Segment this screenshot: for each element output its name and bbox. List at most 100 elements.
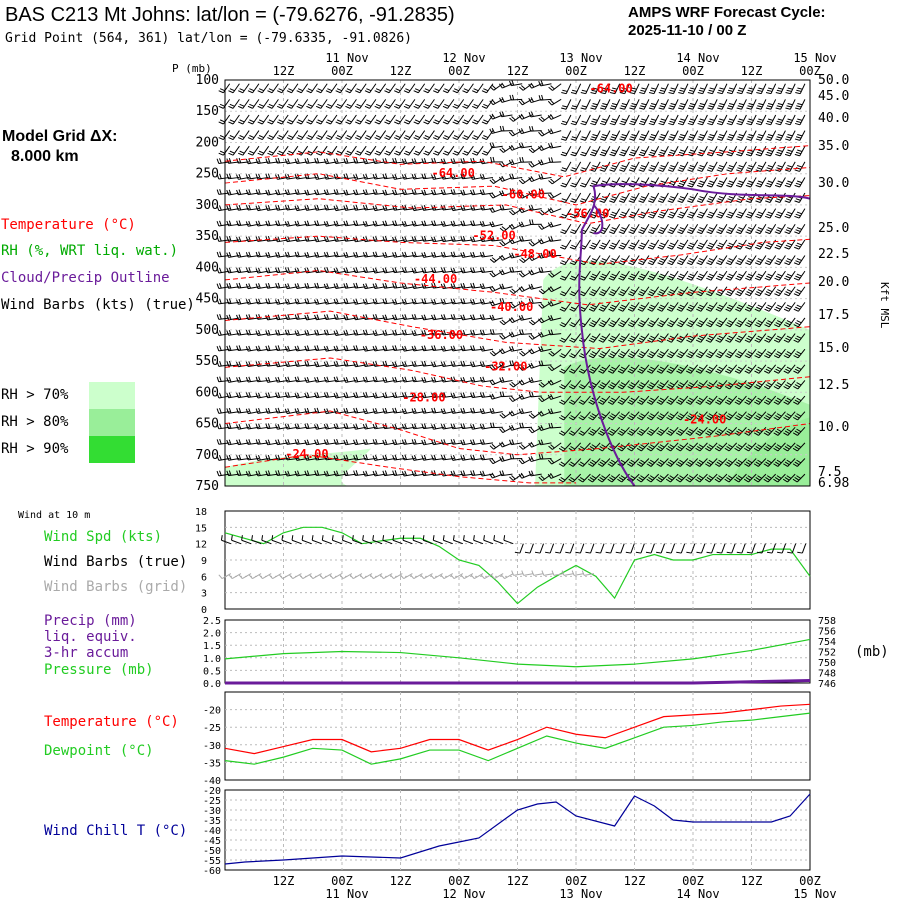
wind-barb-staff: [476, 145, 484, 156]
wind-barb-flag: [385, 119, 391, 123]
wind-barb-flag: [611, 118, 618, 121]
wind-barb-staff: [584, 130, 591, 141]
wind-barb: [306, 145, 318, 156]
wind-barb-staff: [540, 98, 552, 101]
wind-barb-flag: [355, 105, 361, 109]
wind-barb-flag: [660, 102, 666, 106]
height-tick: 15.0: [818, 341, 849, 356]
wind-barb-flag: [219, 119, 226, 123]
wind-barb-flag: [297, 135, 304, 139]
pressure-label: Pressure (mb): [44, 662, 154, 678]
wind-barb: [658, 130, 669, 141]
wind-barb-flag: [218, 205, 222, 211]
wind-barb-flag: [316, 152, 322, 156]
wind-barb-flag: [688, 136, 694, 139]
wind-barb-flag: [355, 90, 361, 94]
wind-barb-flag: [716, 122, 723, 126]
wind-barb-flag: [601, 105, 607, 108]
wind-barb-staff: [741, 99, 747, 110]
wind-barb: [736, 83, 747, 95]
wind-barb-flag: [316, 105, 322, 109]
pressure-tick: 350: [196, 229, 219, 244]
wind-barb-flag: [530, 82, 535, 88]
wind-barb-staff: [760, 99, 767, 110]
wind-barb-flag: [444, 88, 450, 92]
wind-barb-staff: [512, 114, 523, 122]
wind-barb-flag: [609, 138, 615, 141]
wind-barb: [570, 114, 582, 126]
wind-barb-flag: [257, 121, 263, 125]
wind-barb: [257, 130, 270, 141]
wind-barb-flag: [434, 88, 440, 92]
wind-barb: [296, 99, 309, 109]
wind-barb-flag: [748, 102, 754, 106]
wind-barb-flag: [757, 89, 763, 92]
wind-barb-flag: [699, 102, 705, 106]
wind-barb-staff: [503, 145, 513, 153]
wind-barb-flag: [219, 361, 222, 367]
wind-barb: [561, 99, 572, 110]
wind-barb-flag: [219, 88, 226, 92]
wind-barb-flag: [472, 137, 478, 141]
wind-barb-staff: [653, 130, 660, 141]
wind-barb-flag: [472, 152, 478, 156]
wind-barb: [257, 83, 270, 94]
wind-barb-flag: [423, 121, 429, 125]
wind-barb-flag: [228, 90, 234, 94]
wind-barb-flag: [630, 89, 636, 92]
wind-barb-flag: [509, 80, 512, 86]
wind-barb: [228, 114, 240, 125]
wind-barb-staff: [369, 99, 377, 109]
wind-barb-staff: [476, 83, 484, 94]
wind-barb-staff: [486, 99, 494, 109]
wind-barb-flag: [709, 118, 715, 121]
wind-barb-flag: [249, 119, 255, 123]
wind-barb-flag: [688, 105, 695, 108]
cycle-date: 2025-11-10 / 00 Z: [628, 22, 747, 39]
wind-barb-flag: [571, 136, 577, 139]
wind-barb-staff: [330, 83, 338, 94]
wind-barb-staff: [780, 83, 786, 94]
wind-barb-flag: [639, 107, 645, 110]
wind-barb-flag: [219, 314, 222, 320]
wind-barb-flag: [621, 134, 627, 137]
wind-barb-flag: [424, 88, 430, 92]
wind-barb-flag: [286, 137, 292, 141]
wind-barb: [736, 114, 747, 126]
wind-barb: [218, 114, 231, 125]
wind-barb-flag: [395, 119, 401, 123]
wind-barb-flag: [374, 121, 380, 125]
wind-barb-flag: [317, 88, 323, 92]
model-grid-label: Model Grid ΔX:: [2, 128, 118, 145]
wind-barb-flag: [219, 345, 222, 351]
wind-barb-flag: [797, 102, 803, 106]
wind-barb-flag: [277, 152, 283, 156]
wind-barb: [277, 83, 289, 94]
wind-barb-flag: [649, 120, 655, 124]
wind-barb-flag: [424, 103, 430, 107]
wind-barb-flag: [481, 152, 487, 156]
wind-barb: [726, 99, 738, 110]
wind-barb-staff: [530, 114, 542, 118]
wind-barb-flag: [297, 103, 304, 107]
wind-barb-flag: [787, 118, 793, 121]
wind-barb-staff: [388, 130, 396, 140]
wind-barb-flag: [501, 96, 505, 102]
pressure-tick: 450: [196, 292, 219, 307]
wind-barb-flag: [640, 89, 646, 92]
wind-barb-flag: [511, 130, 516, 136]
wind-barb-flag: [364, 90, 370, 94]
wind-barb: [668, 99, 679, 110]
wind-barb-flag: [629, 91, 635, 95]
wind-barb-staff: [673, 83, 679, 94]
height-tick: 12.5: [818, 378, 849, 393]
wind-barb-staff: [552, 83, 562, 91]
wind-barb-flag: [462, 90, 468, 94]
wind-barb: [678, 83, 689, 95]
wind-barb: [403, 83, 416, 94]
wind-barb: [247, 145, 260, 156]
wind-barb-flag: [489, 114, 493, 120]
wind-barb-staff: [252, 83, 260, 94]
wind-barb: [716, 114, 728, 126]
wind-barb-flag: [727, 120, 733, 124]
